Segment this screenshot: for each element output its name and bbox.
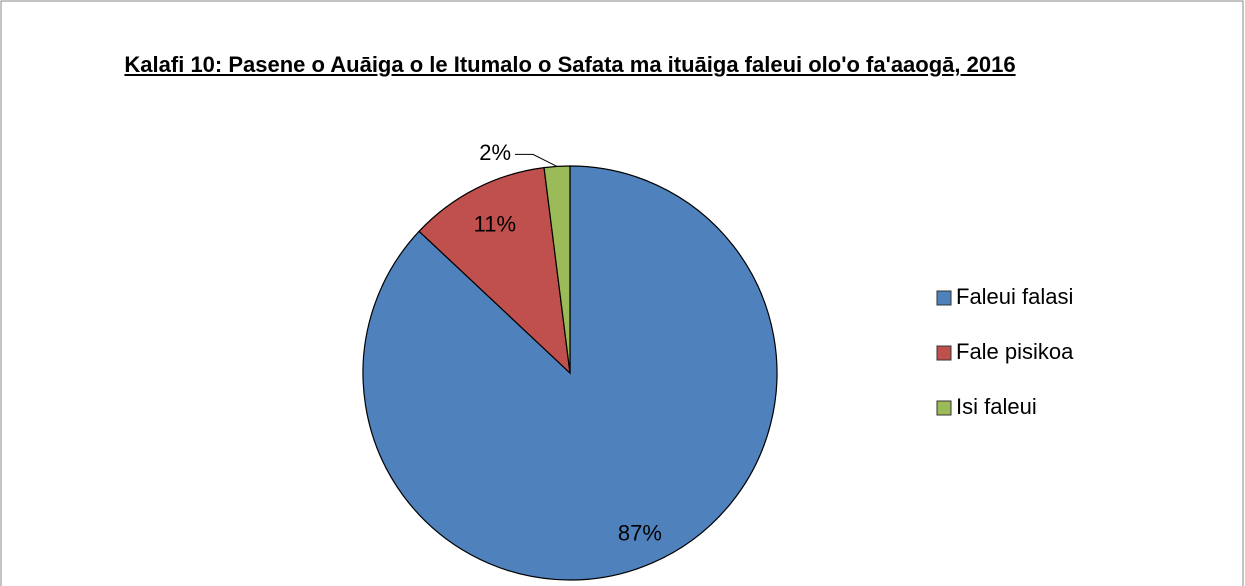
legend-swatch: [936, 400, 952, 416]
data-label: 87%: [618, 520, 662, 545]
legend-swatch: [936, 345, 952, 361]
legend-label: Fale pisikoa: [956, 339, 1074, 364]
data-label: 2%: [479, 140, 511, 165]
legend-label: Faleui falasi: [956, 284, 1073, 309]
pie-slice: [362, 165, 778, 581]
pie-slice: [418, 166, 571, 375]
chart-title: Kalafi 10: Pasene o Auāiga o le Itumalo …: [124, 52, 1016, 77]
legend-swatch: [936, 290, 952, 306]
legend-label: Isi faleui: [956, 394, 1037, 419]
data-label: 11%: [474, 211, 516, 236]
leader-line: [515, 153, 558, 167]
